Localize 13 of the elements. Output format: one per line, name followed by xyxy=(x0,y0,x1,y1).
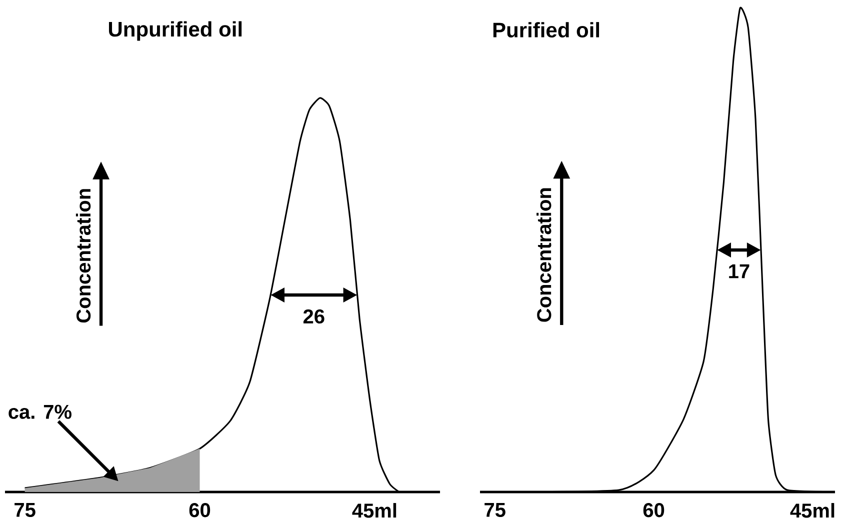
y-axis-title: Concentration xyxy=(76,189,91,323)
chart-title: Unpurified oil xyxy=(108,21,242,41)
x-tick-label: 75 xyxy=(484,503,506,517)
text: Purified oil xyxy=(493,22,600,38)
x-tick-label: 60 xyxy=(643,503,664,518)
x-tick-label: 45ml xyxy=(790,503,834,518)
x-tick-label: 60 xyxy=(189,503,210,518)
annotation: 26 xyxy=(303,309,324,324)
y-axis-title: Concentration xyxy=(536,188,552,322)
x-tick-label: 45ml xyxy=(352,503,396,518)
x-tick-label: 75 xyxy=(14,503,36,517)
annotation: ca. 7% xyxy=(8,404,72,419)
annotation: 17 xyxy=(729,264,750,278)
